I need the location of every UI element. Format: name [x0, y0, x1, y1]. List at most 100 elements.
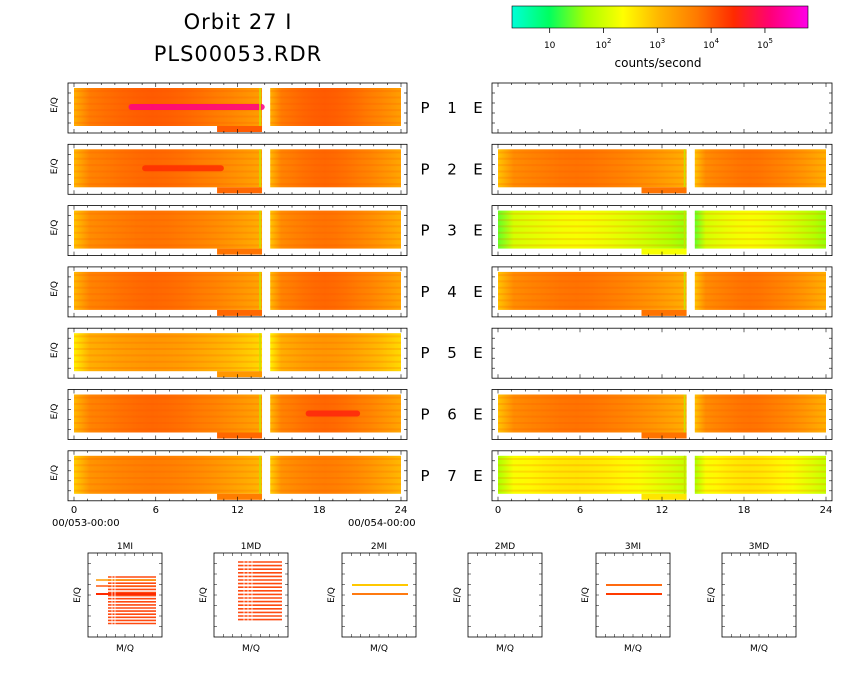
e-panel-2-heatmap-segment-b — [694, 149, 826, 188]
e-panel-7-heatmap-segment-b — [694, 455, 826, 494]
mass-panel-xlabel: M/Q — [370, 644, 388, 654]
mass-panel-frame — [721, 552, 797, 638]
e-x-tick-label: 0 — [495, 505, 501, 516]
colorbar-tick-label: 103 — [649, 37, 665, 51]
p-panel-ylabel: E/Q — [50, 342, 60, 358]
row-3: E/Q P 3 E — [50, 205, 833, 257]
p-panel-6-heatmap — [74, 394, 401, 439]
p-panel-4-heatmap — [74, 271, 401, 316]
p-panel-3-heatmap-segment-a — [74, 210, 263, 249]
row-7: E/Q P 7 E — [50, 450, 833, 502]
colorbar-tick-label: 102 — [596, 37, 612, 51]
p-panel-1-heatmap-segment-b — [270, 88, 401, 126]
p-panel-6-heatmap-segment-a — [74, 394, 263, 433]
date-start-label: 00/053-00:00 — [52, 518, 120, 529]
p-x-tick-label: 18 — [313, 505, 326, 516]
p-panel-4-heatmap-segment-b — [270, 271, 401, 310]
mass-panel-ylabel: E/Q — [327, 587, 337, 603]
mass-panel-data — [606, 584, 662, 595]
mass-panel-data — [352, 584, 408, 595]
p-panel-ylabel: E/Q — [50, 281, 60, 297]
p-panel-1-heatmap-peak — [128, 104, 265, 110]
row-label-number: 1 — [447, 99, 457, 117]
e-panel-2-heatmap — [498, 149, 826, 194]
mass-panel-2MI: 2MI M/Q E/Q — [327, 542, 417, 654]
p-panel-ylabel: E/Q — [50, 97, 60, 113]
row-6: E/Q P 6 E — [50, 389, 833, 440]
colorbar-label: counts/second — [615, 56, 702, 70]
p-x-tick-label: 0 — [71, 505, 77, 516]
row-label-e: E — [473, 344, 482, 362]
mass-panel-3MI: 3MI M/Q E/Q — [581, 542, 671, 654]
row-label-number: 2 — [447, 160, 457, 178]
mass-panel-1MD: 1MD M/Q E/Q — [199, 542, 289, 654]
colorbar-tick-label: 10 — [544, 41, 556, 51]
e-x-tick-label: 6 — [577, 505, 583, 516]
row-4: E/Q P 4 E — [50, 266, 833, 318]
e-panel-3-heatmap — [498, 210, 826, 255]
e-panel-4-heatmap-segment-a — [498, 271, 687, 310]
e-x-tick-label: 18 — [738, 505, 751, 516]
e-panel-1-frame — [491, 82, 833, 134]
e-x-tick-label: 24 — [820, 505, 833, 516]
mass-panel-title: 1MI — [117, 542, 133, 552]
row-label-e: E — [473, 467, 482, 485]
row-label-p: P — [420, 160, 429, 178]
p-panel-4-heatmap-segment-a — [74, 271, 263, 310]
p-panel-5-heatmap-segment-b — [270, 333, 401, 372]
p-panel-7-heatmap-segment-b — [270, 455, 401, 494]
mass-panel-ylabel: E/Q — [581, 587, 591, 603]
p-panel-ylabel: E/Q — [50, 465, 60, 481]
mass-panel-frame — [467, 552, 543, 638]
e-panel-6-heatmap-segment-b — [694, 394, 826, 433]
mass-panel-xlabel: M/Q — [496, 644, 514, 654]
row-label-number: 7 — [447, 467, 457, 485]
mass-panel-title: 1MD — [241, 542, 261, 552]
mass-panel-3MD: 3MD M/Q E/Q — [707, 542, 797, 654]
row-2: E/Q P 2 E — [50, 143, 833, 195]
row-5: E/Q P 5 E — [50, 327, 833, 379]
p-panel-3-heatmap-segment-b — [270, 210, 401, 249]
e-panel-4-heatmap — [498, 271, 826, 316]
row-label-p: P — [420, 222, 429, 240]
mass-panel-data — [96, 560, 156, 625]
p-x-tick-label: 12 — [231, 505, 244, 516]
row-1: E/Q P 1 E — [50, 82, 833, 134]
row-label-e: E — [473, 222, 482, 240]
p-x-tick-label: 24 — [395, 505, 408, 516]
p-panel-3-heatmap — [74, 210, 401, 255]
mass-panel-xlabel: M/Q — [750, 644, 768, 654]
e-panel-5-frame — [491, 327, 833, 379]
p-panel-2-heatmap-peak — [142, 165, 224, 172]
mass-panel-xlabel: M/Q — [242, 644, 260, 654]
mass-panel-ylabel: E/Q — [199, 587, 209, 603]
p-panel-1-heatmap — [74, 88, 401, 132]
p-x-tick-label: 6 — [153, 505, 159, 516]
p-panel-ylabel: E/Q — [50, 220, 60, 236]
row-label-p: P — [420, 344, 429, 362]
p-panel-7-heatmap — [74, 455, 401, 500]
p-panel-ylabel: E/Q — [50, 158, 60, 174]
row-label-p: P — [420, 406, 429, 424]
e-panel-6-heatmap-segment-a — [498, 394, 687, 433]
row-label-e: E — [473, 99, 482, 117]
mass-panel-xlabel: M/Q — [624, 644, 642, 654]
mass-panel-2MD: 2MD M/Q E/Q — [453, 542, 543, 654]
mass-panel-title: 3MI — [625, 542, 641, 552]
row-label-e: E — [473, 283, 482, 301]
x-axis-labels: 0 0 6 6 12 12 18 18 24 24 00/053-00:00 00/054-00:00 — [52, 505, 832, 529]
mass-panel-ylabel: E/Q — [707, 587, 717, 603]
row-label-p: P — [420, 99, 429, 117]
e-panel-3-heatmap-segment-b — [694, 210, 826, 249]
row-label-e: E — [473, 160, 482, 178]
e-panel-4-heatmap-segment-b — [694, 271, 826, 310]
p-panel-5-heatmap-segment-a — [74, 333, 263, 372]
title-line1: Orbit 27 I — [184, 10, 293, 34]
e-panel-3-heatmap-segment-a — [498, 210, 687, 249]
e-panel-2-heatmap-segment-a — [498, 149, 687, 188]
row-label-number: 4 — [447, 283, 457, 301]
row-label-number: 3 — [447, 222, 457, 240]
row-label-p: P — [420, 467, 429, 485]
e-panel-6-heatmap — [498, 394, 826, 439]
row-label-number: 5 — [447, 344, 457, 362]
